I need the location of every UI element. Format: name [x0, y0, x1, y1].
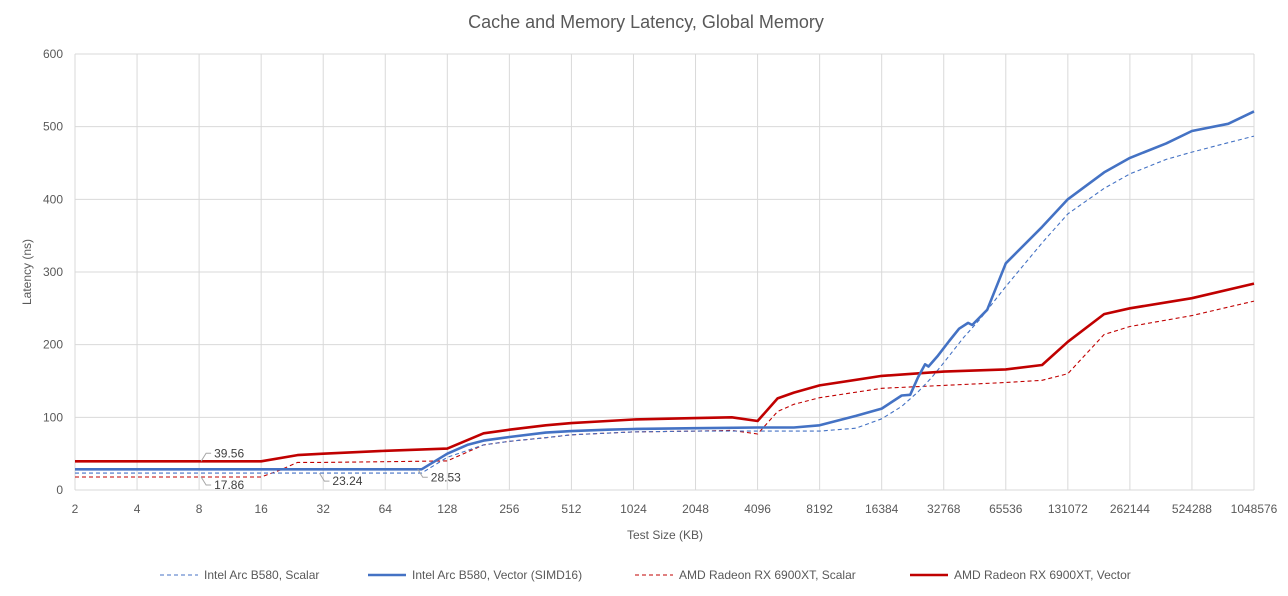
series-line [75, 300, 1255, 478]
y-tick-label: 500 [43, 120, 63, 134]
y-tick-label: 300 [43, 265, 63, 279]
series-line [75, 110, 1255, 471]
data-label-leader [319, 472, 330, 482]
legend-label: AMD Radeon RX 6900XT, Scalar [679, 568, 856, 582]
x-tick-label: 4 [134, 502, 141, 516]
x-tick-label: 512 [561, 502, 581, 516]
series-line [75, 282, 1255, 463]
x-tick-label: 64 [379, 502, 393, 516]
x-axis-title: Test Size (KB) [627, 528, 703, 542]
data-label-leader [200, 476, 212, 486]
data-label: 23.24 [332, 474, 362, 488]
legend-label: Intel Arc B580, Vector (SIMD16) [412, 568, 582, 582]
x-tick-label: 524288 [1172, 502, 1212, 516]
y-tick-label: 600 [43, 47, 63, 61]
x-tick-label: 1048576 [1231, 502, 1278, 516]
x-tick-label: 8 [196, 502, 203, 516]
legend-label: AMD Radeon RX 6900XT, Vector [954, 568, 1131, 582]
data-label: 28.53 [431, 470, 461, 484]
y-axis-ticks: 0 100 200 300 400 500 600 [43, 47, 63, 497]
x-tick-label: 8192 [806, 502, 833, 516]
data-label: 17.86 [214, 478, 244, 492]
x-tick-label: 128 [437, 502, 457, 516]
x-tick-label: 1024 [620, 502, 647, 516]
plot-area [75, 110, 1255, 478]
x-tick-label: 65536 [989, 502, 1023, 516]
x-tick-label: 2048 [682, 502, 709, 516]
x-tick-label: 16384 [865, 502, 899, 516]
series-line [75, 135, 1255, 474]
x-tick-label: 262144 [1110, 502, 1150, 516]
x-tick-label: 4096 [744, 502, 771, 516]
x-tick-label: 256 [499, 502, 519, 516]
y-tick-label: 0 [56, 483, 63, 497]
annotations: 39.56 17.86 23.24 28.53 [200, 446, 461, 492]
x-tick-label: 32768 [927, 502, 961, 516]
x-tick-label: 32 [317, 502, 331, 516]
legend: Intel Arc B580, Scalar Intel Arc B580, Ve… [160, 568, 1131, 582]
x-axis-ticks: 2 4 8 16 32 64 128 256 512 1024 2048 4096 8192 16384 3… [72, 502, 1278, 516]
y-tick-label: 400 [43, 192, 63, 206]
data-label-leader [200, 452, 212, 462]
data-label: 39.56 [214, 446, 244, 460]
chart-title: Cache and Memory Latency, Global Memory [468, 12, 824, 32]
y-tick-label: 200 [43, 338, 63, 352]
x-tick-label: 16 [254, 502, 268, 516]
grid [74, 53, 1255, 491]
y-axis-title: Latency (ns) [20, 239, 34, 305]
y-tick-label: 100 [43, 410, 63, 424]
legend-label: Intel Arc B580, Scalar [204, 568, 319, 582]
x-tick-label: 131072 [1048, 502, 1088, 516]
data-label-leader [417, 469, 428, 478]
x-tick-label: 2 [72, 502, 79, 516]
